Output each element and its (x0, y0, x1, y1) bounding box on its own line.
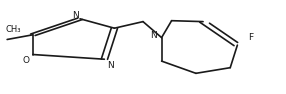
Text: O: O (22, 56, 29, 65)
Text: CH₃: CH₃ (5, 25, 21, 34)
Text: N: N (150, 31, 157, 40)
Text: F: F (248, 33, 253, 42)
Text: N: N (107, 61, 114, 70)
Text: N: N (72, 11, 79, 20)
